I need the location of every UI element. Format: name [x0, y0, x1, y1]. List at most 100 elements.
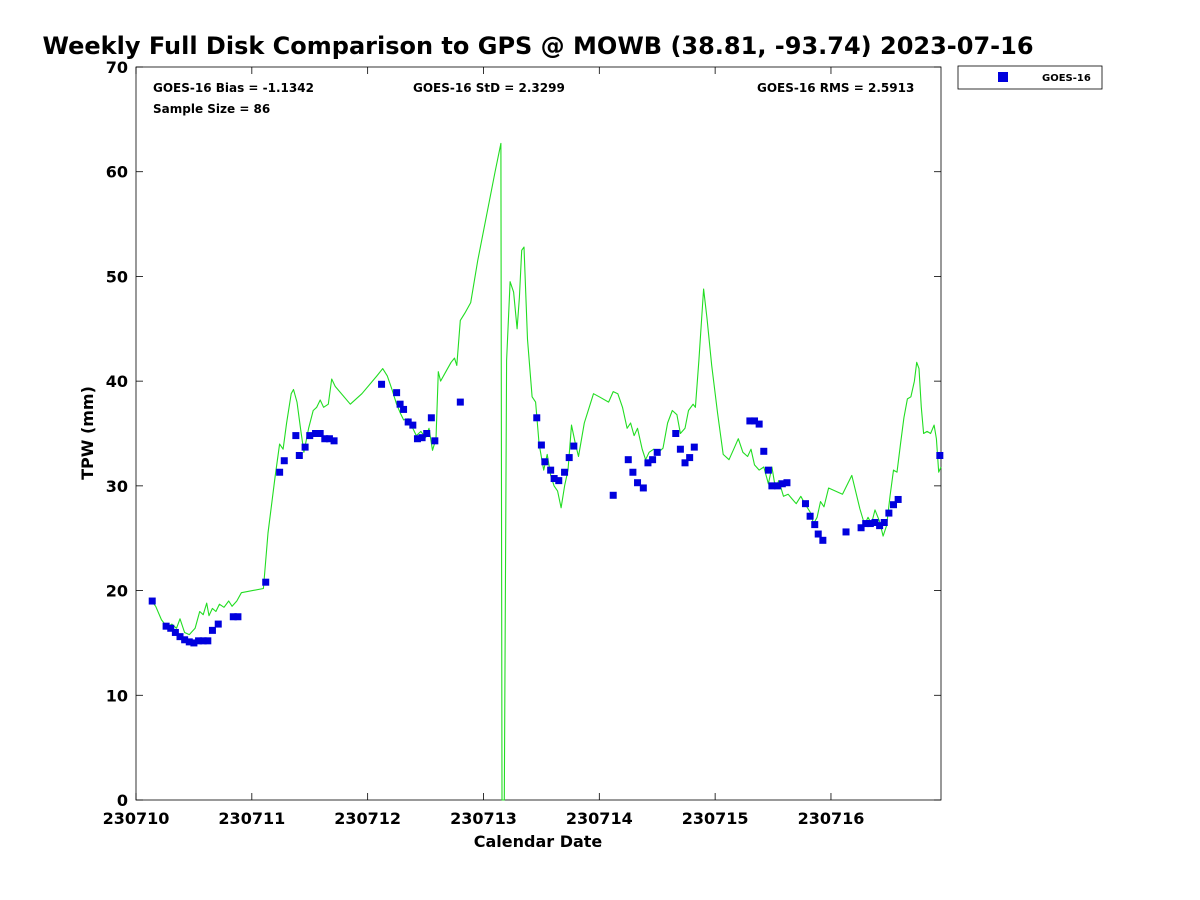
rms-annotation: GOES-16 RMS = 2.5913 [757, 81, 914, 95]
data-point-goes-16 [760, 447, 768, 455]
data-point-goes-16 [427, 414, 435, 422]
data-point-goes-16 [330, 437, 338, 445]
data-point-goes-16 [176, 633, 184, 641]
data-point-goes-16 [162, 622, 170, 630]
x-tick-label: 230712 [334, 809, 401, 828]
y-tick-label: 50 [106, 267, 128, 286]
legend-box [957, 65, 1103, 90]
data-point-goes-16 [672, 430, 680, 437]
x-tick-label: 230713 [450, 809, 517, 828]
x-tick-label: 230710 [103, 809, 170, 828]
series-layer [148, 142, 944, 801]
data-point-goes-16 [871, 519, 879, 527]
legend-label-goes-16: GOES-16 [1042, 73, 1091, 84]
y-tick-label: 0 [117, 791, 128, 810]
data-point-goes-16 [842, 528, 850, 536]
data-point-goes-16 [774, 482, 782, 490]
bias-annotation: GOES-16 Bias = -1.1342 [153, 81, 314, 95]
x-tick-label: 230715 [682, 809, 749, 828]
data-point-goes-16 [423, 430, 431, 437]
data-point-goes-16 [292, 432, 300, 440]
data-point-goes-16 [171, 628, 179, 636]
y-tick-label: 60 [106, 163, 128, 182]
x-axis-label: Calendar Date [474, 832, 603, 851]
data-point-goes-16 [880, 519, 888, 527]
data-point-goes-16 [190, 639, 198, 647]
data-point-goes-16 [541, 458, 549, 466]
chart-title: Weekly Full Disk Comparison to GPS @ MOW… [42, 32, 1033, 60]
data-point-goes-16 [814, 530, 822, 538]
y-tick-label: 70 [106, 58, 128, 77]
data-point-goes-16 [681, 459, 689, 467]
data-point-goes-16 [783, 479, 791, 487]
data-point-goes-16 [746, 417, 754, 425]
data-point-goes-16 [181, 636, 189, 644]
data-point-goes-16 [396, 400, 404, 408]
data-point-goes-16 [806, 512, 814, 520]
data-point-goes-16 [894, 495, 902, 503]
x-axis: 230710 230711 230712 230713 230714 230715 2307… [103, 67, 865, 828]
data-point-goes-16 [634, 479, 642, 487]
data-point-goes-16 [199, 637, 207, 645]
stats-annotations: GOES-16 Bias = -1.1342 GOES-16 StD = 2.3… [153, 81, 914, 116]
data-point-goes-16 [801, 500, 809, 508]
legend-marker-goes-16 [998, 72, 1008, 82]
data-point-goes-16 [378, 380, 386, 388]
data-point-goes-16 [565, 454, 573, 462]
data-point-goes-16 [306, 432, 314, 440]
y-tick-label: 40 [106, 372, 128, 391]
x-tick-label: 230716 [798, 809, 865, 828]
data-point-goes-16 [409, 421, 417, 429]
data-point-goes-16 [167, 624, 175, 632]
data-point-goes-16 [686, 454, 694, 462]
y-axis: 0 10 20 30 40 50 60 70 [106, 58, 941, 810]
data-point-goes-16 [890, 501, 898, 509]
data-point-goes-16 [295, 451, 303, 459]
legend: GOES-16 [957, 65, 1103, 90]
data-point-goes-16 [755, 420, 763, 428]
data-point-goes-16 [768, 482, 776, 490]
y-tick-label: 10 [106, 686, 128, 705]
data-point-goes-16 [234, 613, 242, 621]
data-point-goes-16 [857, 524, 865, 532]
x-tick-label: 230711 [218, 809, 285, 828]
data-point-goes-16 [936, 451, 944, 459]
data-point-goes-16 [312, 430, 320, 437]
data-point-goes-16 [148, 597, 156, 605]
data-point-goes-16 [862, 520, 870, 528]
data-point-goes-16 [764, 466, 772, 474]
data-point-goes-16 [751, 417, 759, 425]
data-point-goes-16 [629, 468, 637, 476]
data-point-goes-16 [547, 466, 555, 474]
data-point-goes-16 [676, 445, 684, 453]
std-annotation: GOES-16 StD = 2.3299 [413, 81, 565, 95]
data-point-goes-16 [316, 430, 324, 437]
data-point-goes-16 [418, 434, 426, 442]
data-point-goes-16 [537, 441, 545, 449]
data-point-goes-16 [570, 442, 578, 450]
data-point-goes-16 [229, 613, 237, 621]
data-point-goes-16 [321, 435, 329, 443]
data-point-goes-16 [276, 468, 284, 476]
data-point-goes-16 [280, 457, 288, 465]
gps-tpw-line [149, 142, 942, 801]
data-point-goes-16 [624, 456, 632, 464]
data-point-goes-16 [639, 484, 647, 492]
data-point-goes-16 [550, 475, 558, 483]
data-point-goes-16 [393, 389, 401, 397]
data-point-goes-16 [413, 435, 421, 443]
data-point-goes-16 [561, 468, 569, 476]
sample-size-annotation: Sample Size = 86 [153, 102, 270, 116]
data-point-goes-16 [609, 491, 617, 499]
data-point-goes-16 [404, 418, 412, 426]
data-point-goes-16 [690, 443, 698, 451]
y-tick-label: 30 [106, 477, 128, 496]
data-point-goes-16 [456, 398, 464, 406]
data-point-goes-16 [431, 437, 439, 445]
data-point-goes-16 [876, 522, 884, 530]
data-point-goes-16 [262, 578, 270, 586]
data-point-goes-16 [195, 637, 203, 645]
data-point-goes-16 [778, 480, 786, 488]
data-point-goes-16 [885, 509, 893, 517]
